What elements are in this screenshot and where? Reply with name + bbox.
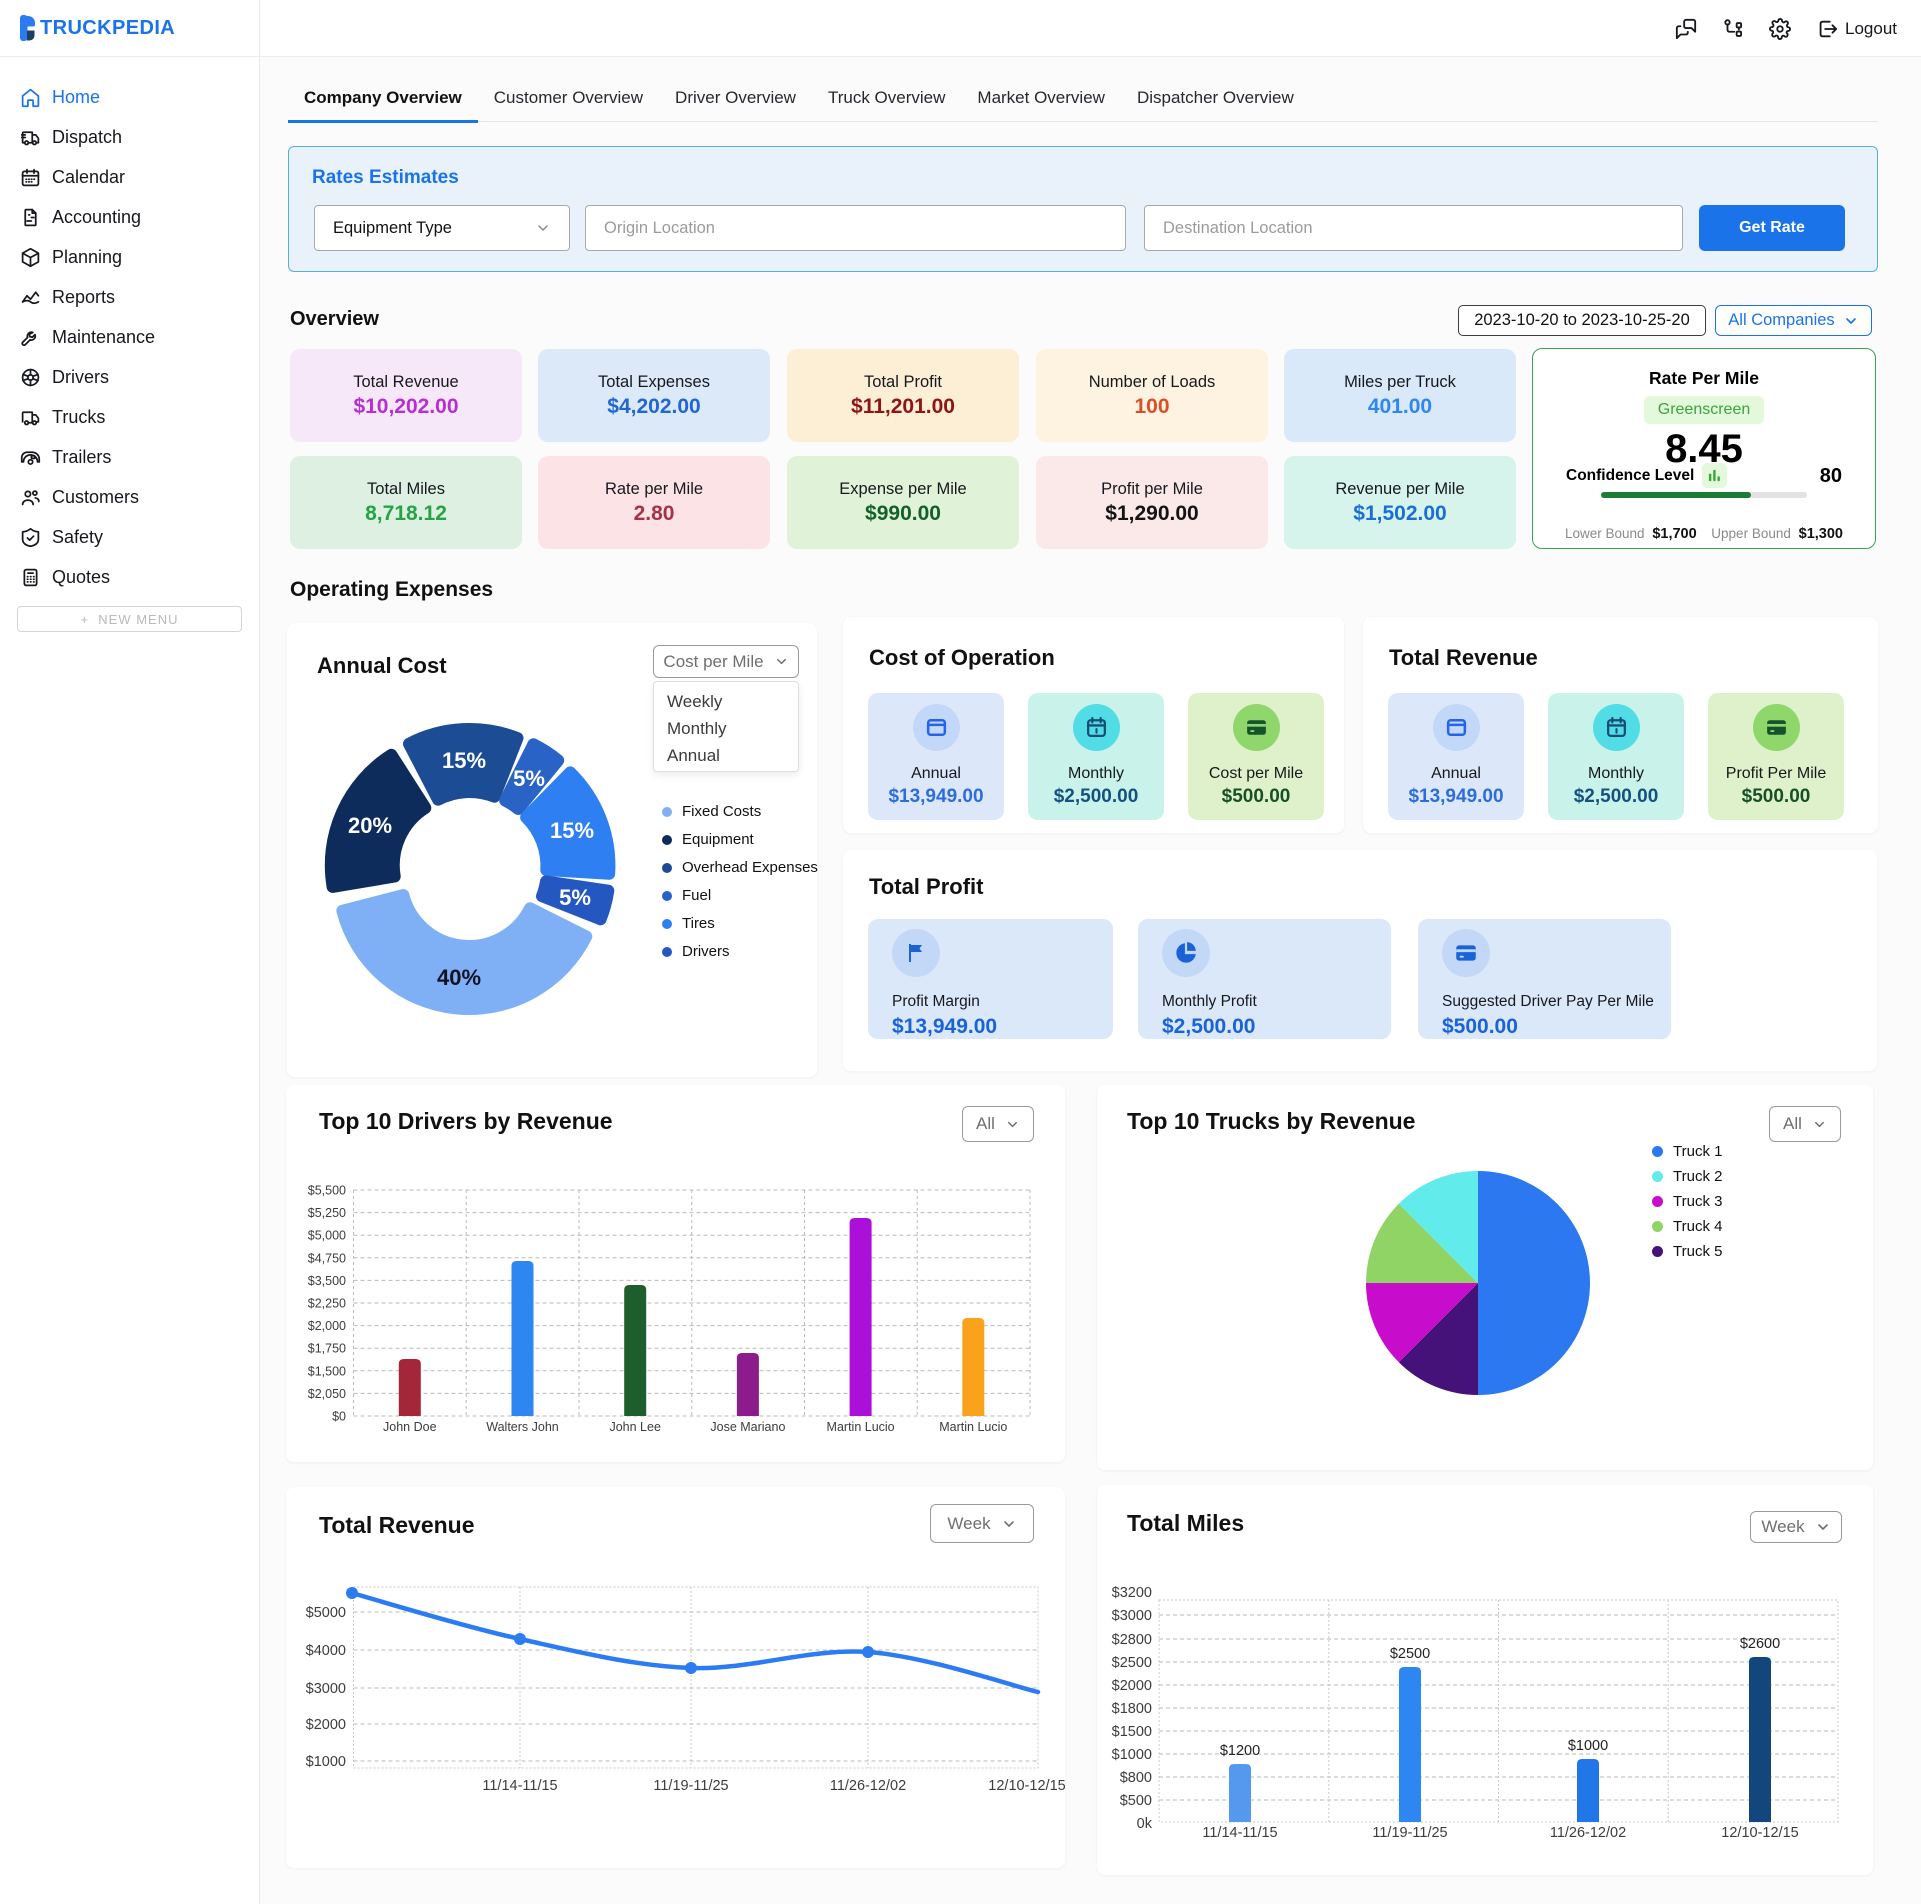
svg-text:$1,750: $1,750 [308,1342,346,1356]
svg-text:$2600: $2600 [1740,1636,1780,1652]
svg-text:Martin Lucio: Martin Lucio [939,1420,1007,1434]
svg-text:$2500: $2500 [1390,1646,1430,1662]
svg-text:$3200: $3200 [1112,1585,1152,1601]
svg-text:11/19-11/25: 11/19-11/25 [653,1778,728,1794]
svg-text:11/19-11/25: 11/19-11/25 [1372,1825,1447,1841]
svg-text:15%: 15% [442,748,486,773]
svg-text:$3000: $3000 [306,1681,346,1697]
svg-text:$1500: $1500 [1112,1724,1152,1740]
svg-text:$500: $500 [1120,1793,1152,1809]
svg-text:20%: 20% [348,813,392,838]
svg-text:Jose Mariano: Jose Mariano [710,1420,785,1434]
svg-text:$4,750: $4,750 [308,1251,346,1265]
svg-text:$2,000: $2,000 [308,1319,346,1333]
svg-text:11/26-12/02: 11/26-12/02 [1550,1825,1626,1841]
svg-text:John Lee: John Lee [609,1420,660,1434]
svg-text:11/14-11/15: 11/14-11/15 [1202,1825,1277,1841]
svg-text:$2000: $2000 [1112,1678,1152,1694]
svg-text:$3,500: $3,500 [308,1274,346,1288]
svg-text:$2000: $2000 [306,1717,346,1733]
svg-text:$2500: $2500 [1112,1655,1152,1671]
svg-text:$0: $0 [332,1410,346,1424]
svg-text:5%: 5% [559,885,591,910]
svg-text:40%: 40% [437,965,481,990]
svg-text:$1000: $1000 [1112,1747,1152,1763]
svg-text:$1800: $1800 [1112,1701,1152,1717]
svg-text:$1000: $1000 [1568,1738,1608,1754]
svg-text:Walters John: Walters John [486,1420,559,1434]
svg-text:$5000: $5000 [306,1605,346,1621]
svg-text:Martin Lucio: Martin Lucio [827,1420,895,1434]
svg-text:11/26-12/02: 11/26-12/02 [830,1778,906,1794]
svg-text:$3000: $3000 [1112,1608,1152,1624]
svg-text:$1,500: $1,500 [308,1364,346,1378]
svg-text:$800: $800 [1120,1770,1152,1786]
svg-text:John Doe: John Doe [383,1420,437,1434]
svg-text:11/14-11/15: 11/14-11/15 [482,1778,557,1794]
svg-text:$5,500: $5,500 [308,1184,346,1198]
svg-text:0k: 0k [1137,1816,1153,1832]
svg-text:$5,250: $5,250 [308,1206,346,1220]
svg-text:$1000: $1000 [306,1754,346,1770]
svg-text:$2,250: $2,250 [308,1297,346,1311]
svg-text:$1200: $1200 [1220,1743,1260,1759]
svg-text:$4000: $4000 [306,1643,346,1659]
svg-text:12/10-12/15: 12/10-12/15 [988,1778,1065,1794]
svg-text:$5,000: $5,000 [308,1229,346,1243]
svg-text:$2800: $2800 [1112,1632,1152,1648]
svg-text:$2,050: $2,050 [308,1387,346,1401]
svg-text:15%: 15% [550,818,594,843]
svg-text:5%: 5% [513,766,545,791]
svg-text:12/10-12/15: 12/10-12/15 [1721,1825,1798,1841]
